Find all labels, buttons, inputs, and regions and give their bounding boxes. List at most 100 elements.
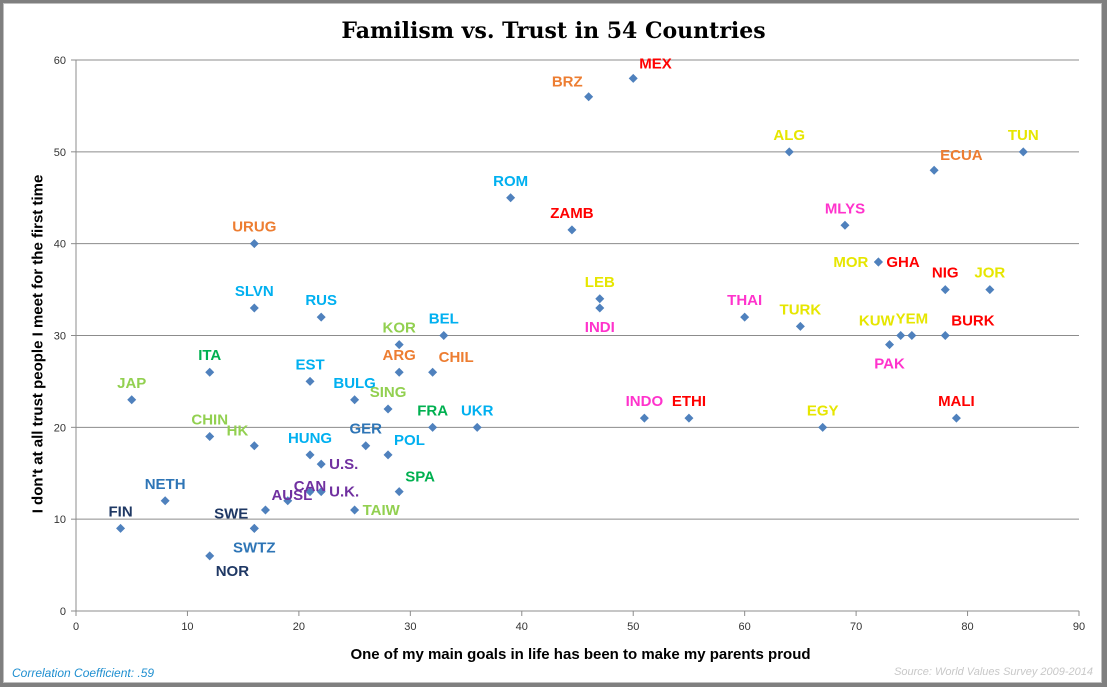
y-tick-label: 50 [54, 147, 66, 159]
x-tick-label: 30 [404, 621, 416, 633]
point-marker [316, 312, 326, 322]
correlation-note: Correlation Coefficient: .59 [12, 666, 155, 680]
point-marker [584, 92, 594, 102]
point-marker [394, 340, 404, 350]
x-tick-label: 40 [516, 621, 528, 633]
point-marker [940, 331, 950, 340]
point-marker [907, 331, 917, 340]
point-label: ECUA [940, 147, 983, 164]
point-label: EGY [807, 402, 839, 419]
point-marker [205, 367, 215, 377]
y-tick-label: 20 [54, 422, 66, 434]
point-marker [249, 239, 259, 249]
data-points [116, 73, 1028, 561]
point-label: SWTZ [233, 539, 276, 556]
x-tick-label: 10 [181, 621, 193, 633]
point-marker [316, 459, 326, 469]
point-marker [316, 487, 326, 497]
point-marker [595, 303, 605, 313]
point-marker [639, 413, 649, 423]
point-label: FRA [417, 402, 448, 419]
point-label: SING [370, 384, 407, 401]
point-label: PAK [874, 356, 905, 373]
point-label: INDI [585, 319, 615, 336]
point-marker [740, 312, 750, 322]
point-label: BURK [951, 313, 994, 330]
point-marker [929, 165, 939, 175]
point-label: LEB [585, 274, 615, 291]
point-marker [428, 367, 438, 377]
point-marker [350, 395, 360, 405]
point-marker [205, 551, 215, 561]
point-marker [940, 285, 950, 295]
point-label: UKR [461, 402, 494, 419]
point-marker [818, 422, 828, 432]
point-marker [567, 225, 577, 235]
point-label: MALI [938, 393, 975, 410]
point-label: KUW [859, 313, 896, 330]
point-marker [795, 321, 805, 331]
y-tick-labels: 0 10 20 30 40 50 60 [54, 55, 66, 618]
point-marker [784, 147, 794, 157]
point-marker [205, 432, 215, 442]
point-label: FIN [108, 503, 132, 520]
x-tick-label: 90 [1073, 621, 1085, 633]
point-marker [951, 413, 961, 423]
point-marker [439, 331, 449, 340]
point-marker [506, 193, 516, 203]
point-label: TAIW [363, 502, 401, 519]
point-label: NOR [216, 563, 250, 580]
y-tick-label: 60 [54, 55, 66, 67]
point-label: INDO [626, 393, 664, 410]
point-marker [127, 395, 137, 405]
point-label: HK [227, 423, 249, 440]
y-tick-label: 10 [54, 514, 66, 526]
point-label: MOR [833, 254, 868, 271]
point-label: ETHI [672, 393, 706, 410]
x-tick-label: 60 [739, 621, 751, 633]
chart-title: Familism vs. Trust in 54 Countries [341, 18, 766, 44]
point-label: U.K. [329, 484, 359, 501]
y-tick-label: 30 [54, 331, 66, 343]
x-tick-labels: 0 10 20 30 40 50 60 70 80 90 [73, 621, 1085, 633]
point-label: JAP [117, 375, 146, 392]
point-marker [472, 422, 482, 432]
point-label: YEM [896, 311, 929, 328]
point-label: SLVN [235, 283, 274, 300]
point-marker [684, 413, 694, 423]
point-label: TURK [780, 301, 822, 318]
axes [71, 59, 1080, 616]
x-tick-label: 50 [627, 621, 639, 633]
scatter-plot: 0 10 20 30 40 50 60 70 80 90 0 10 20 30 40 50 60 FIN NET… [54, 55, 1085, 633]
point-marker [985, 285, 995, 295]
point-label: U.S. [329, 456, 358, 473]
point-label: CAN [294, 478, 327, 495]
point-marker [896, 331, 906, 340]
point-marker [428, 422, 438, 432]
point-label: SPA [405, 469, 435, 486]
point-marker [885, 340, 895, 350]
point-marker [361, 441, 371, 451]
point-label: POL [394, 432, 425, 449]
point-label: BRZ [552, 74, 583, 91]
chart-frame: Familism vs. Trust in 54 Countries 0 10 20… [3, 3, 1102, 683]
point-marker [595, 294, 605, 304]
gridlines [76, 59, 1079, 520]
point-label: KOR [383, 320, 417, 337]
point-label: URUG [232, 219, 276, 236]
x-axis-label: One of my main goals in life has been to… [350, 646, 811, 663]
point-marker [249, 523, 259, 533]
point-marker [305, 487, 315, 497]
point-label: TUN [1008, 127, 1039, 144]
point-marker [350, 505, 360, 515]
point-label: NIG [932, 265, 959, 282]
point-label: ITA [198, 347, 221, 364]
point-marker [249, 303, 259, 313]
y-tick-label: 40 [54, 239, 66, 251]
point-label: ARG [383, 347, 416, 364]
point-marker [383, 404, 393, 414]
point-marker [1018, 147, 1028, 157]
point-label: GER [349, 421, 382, 438]
point-marker [305, 450, 315, 460]
